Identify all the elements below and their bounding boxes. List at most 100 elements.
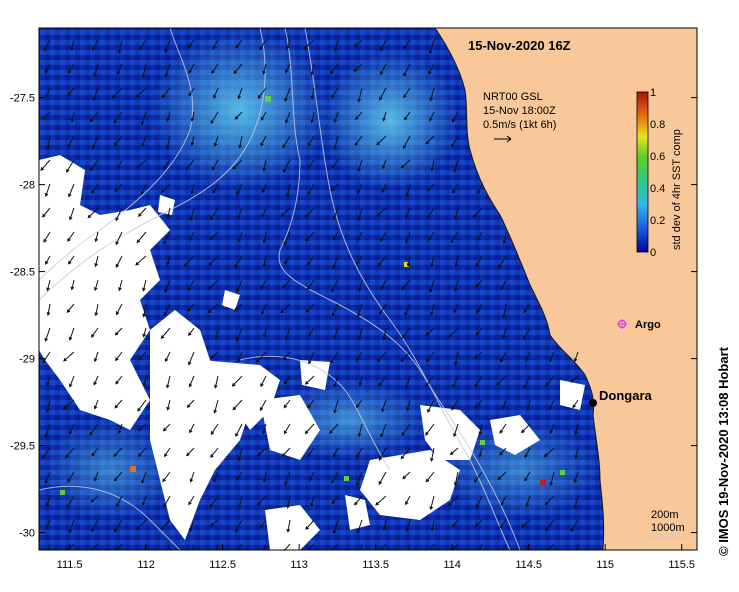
wind-arrow — [43, 39, 51, 52]
wind-arrow — [93, 471, 99, 482]
wind-arrow — [89, 543, 99, 550]
wind-arrow — [286, 519, 291, 533]
wind-arrow — [454, 255, 459, 268]
wind-arrow — [376, 351, 387, 363]
wind-arrow — [164, 279, 171, 294]
y-tick-label: -30 — [19, 528, 35, 540]
wind-arrow — [331, 87, 339, 99]
wind-arrow — [526, 399, 531, 411]
wind-arrow — [333, 399, 339, 414]
wind-arrow — [451, 135, 459, 148]
wind-arrow — [573, 471, 579, 484]
wind-arrow — [68, 519, 75, 534]
bathymetry-contours — [39, 28, 521, 550]
wind-arrow — [260, 111, 267, 121]
wind-arrow — [430, 255, 435, 268]
wind-arrow — [283, 375, 291, 385]
wind-arrow — [358, 375, 363, 387]
wind-arrow — [138, 423, 147, 431]
wind-arrow — [44, 423, 51, 438]
wind-arrow — [378, 471, 387, 486]
wind-arrow — [500, 495, 507, 506]
wind-arrow — [304, 375, 315, 385]
wind-arrow — [213, 471, 219, 483]
wind-arrow — [283, 231, 291, 246]
wind-arrow — [544, 495, 555, 506]
wind-arrow — [68, 183, 75, 198]
wind-arrow — [234, 255, 243, 269]
wind-arrow — [501, 543, 507, 550]
x-axis: 111.5 112 112.5 113 113.5 114 114.5 115 115.5 — [57, 544, 695, 571]
wind-arrow — [140, 111, 147, 126]
wind-arrow — [520, 519, 531, 528]
wind-arrow — [210, 111, 219, 125]
wind-arrow — [282, 135, 291, 149]
wind-time-label: 15-Nov 18:00Z — [483, 105, 556, 117]
wind-arrow — [142, 303, 147, 318]
wind-arrow — [165, 135, 171, 151]
wind-arrow — [549, 471, 555, 487]
y-tick-label: -28 — [19, 180, 35, 192]
wind-arrow — [162, 423, 171, 432]
wind-arrow — [286, 39, 291, 50]
wind-arrow — [142, 327, 147, 338]
wind-arrow — [452, 183, 459, 194]
wind-arrow — [235, 423, 243, 438]
wind-arrow — [357, 87, 363, 103]
wind-arrow — [213, 87, 219, 99]
wind-arrow — [237, 351, 243, 363]
wind-arrow — [91, 135, 99, 150]
x-tick-label: 115 — [596, 559, 614, 571]
wind-arrow — [42, 207, 51, 218]
wind-arrow — [236, 183, 243, 196]
colorbar-ticks: 1 0.8 0.6 0.4 0.2 0 — [650, 87, 665, 259]
wind-arrow — [502, 303, 507, 319]
wind-arrow — [448, 327, 459, 338]
wind-arrow — [115, 207, 123, 222]
wind-arrow — [429, 87, 435, 102]
wind-arrow — [160, 183, 171, 194]
wind-arrow — [140, 183, 147, 196]
wind-arrow — [213, 135, 219, 147]
wind-arrow — [189, 231, 195, 242]
wind-arrow — [136, 231, 147, 244]
plume-region — [40, 420, 180, 520]
wind-arrow — [209, 231, 219, 241]
wind-arrow — [428, 63, 435, 75]
wind-arrow — [333, 111, 339, 123]
wind-arrow — [137, 399, 147, 412]
wind-arrow — [42, 447, 51, 460]
wind-arrow — [260, 279, 267, 290]
wind-arrow — [235, 39, 243, 49]
wind-arrow — [46, 303, 51, 317]
wind-arrow — [215, 543, 219, 550]
wind-arrow — [573, 351, 579, 363]
wind-arrow — [44, 63, 51, 74]
wind-arrow — [115, 231, 123, 246]
wind-arrow — [237, 207, 243, 219]
wind-arrow — [380, 279, 387, 290]
wind-arrow — [165, 375, 171, 389]
wind-arrow — [211, 63, 219, 74]
wind-arrow — [45, 87, 51, 99]
wind-arrow — [331, 471, 339, 484]
wind-arrow — [162, 471, 171, 483]
wind-arrow — [137, 207, 147, 217]
wind-arrow — [257, 87, 267, 99]
wind-arrow — [259, 39, 267, 51]
x-tick-label: 111.5 — [57, 559, 83, 571]
wind-arrow — [232, 399, 243, 411]
wind-arrow — [91, 519, 99, 533]
wind-arrow — [403, 63, 411, 77]
land-mass — [435, 28, 697, 550]
wind-arrow — [403, 39, 411, 50]
wind-arrow — [142, 279, 147, 292]
wind-arrow — [92, 87, 99, 101]
wind-arrow — [451, 399, 459, 411]
wind-arrow — [280, 303, 291, 314]
wind-arrow — [190, 183, 195, 195]
wind-arrow — [260, 135, 267, 147]
wind-arrow — [475, 279, 483, 288]
plume-region — [150, 30, 330, 190]
wind-arrow — [135, 519, 147, 531]
